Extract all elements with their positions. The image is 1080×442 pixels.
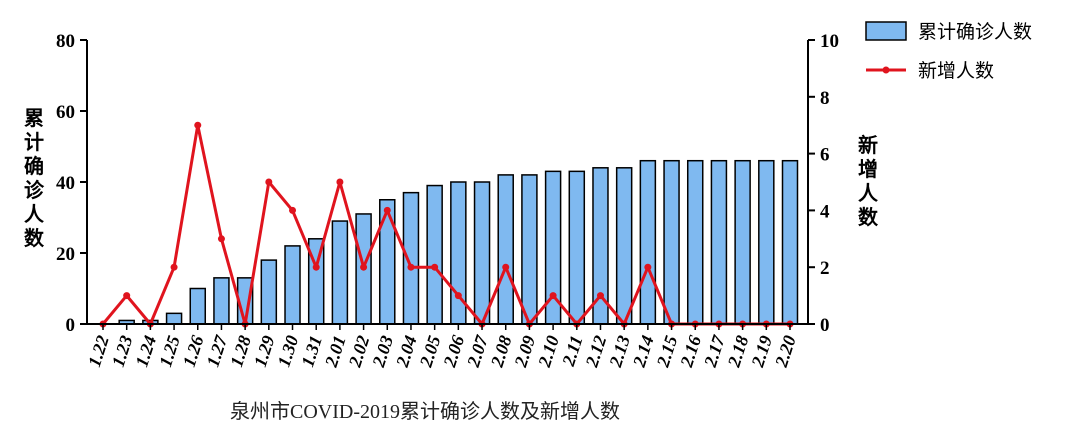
- point-1.26: [194, 121, 202, 129]
- point-1.30: [289, 206, 297, 214]
- bar-2.18: [734, 159, 751, 325]
- bar-2.08: [497, 174, 514, 325]
- legend-label-cumulative: 累计确诊人数: [918, 21, 1032, 43]
- bar-2.17: [710, 159, 728, 325]
- bar-2.01: [331, 220, 349, 325]
- x-tick-label: 2.10: [534, 333, 563, 370]
- point-1.29: [265, 178, 273, 186]
- point-1.23: [123, 292, 131, 300]
- bar-2.03: [379, 199, 396, 325]
- legend-bar-swatch: [865, 21, 907, 41]
- point-2.03: [383, 206, 391, 214]
- x-tick-label: 2.18: [723, 333, 752, 370]
- y-left-label-char: 数: [24, 226, 45, 250]
- bar-2.14: [639, 159, 657, 325]
- point-2.06: [454, 292, 462, 300]
- x-tick-label: 2.07: [463, 332, 492, 370]
- x-tick-label: 2.02: [344, 333, 373, 370]
- bar-2.15: [663, 159, 680, 325]
- x-tick-label: 2.04: [392, 333, 421, 370]
- x-tick-label: 2.17: [700, 332, 729, 370]
- y-left-tick-label: 80: [56, 31, 75, 52]
- y-left-tick-label: 0: [66, 315, 76, 336]
- point-1.27: [217, 235, 225, 243]
- chart-caption: 泉州市COVID-2019累计确诊人数及新增人数: [230, 400, 620, 423]
- point-2.01: [336, 178, 344, 186]
- y-right-tick-label: 10: [820, 31, 839, 52]
- y-right-label-char: 数: [858, 205, 879, 229]
- point-2.10: [549, 292, 557, 300]
- legend: 累计确诊人数 新增人数: [865, 21, 1032, 82]
- point-1.31: [312, 263, 320, 271]
- bar-1.29: [260, 259, 278, 325]
- point-2.05: [431, 263, 439, 271]
- x-tick-label: 2.14: [629, 333, 658, 370]
- y-left-label-char: 累: [24, 107, 44, 130]
- y-right-label-char: 人: [858, 182, 879, 205]
- point-2.04: [407, 263, 415, 271]
- x-tick-label: 2.01: [321, 333, 350, 370]
- legend-label-new: 新增人数: [918, 60, 994, 82]
- x-tick-label: 2.19: [747, 333, 776, 370]
- x-tick-label: 2.03: [368, 333, 397, 370]
- x-tick-label: 2.08: [486, 333, 515, 370]
- y-left-tick-label: 40: [56, 173, 75, 194]
- x-tick-label: 2.05: [415, 333, 444, 370]
- bar-2.20: [781, 159, 799, 325]
- bar-2.13: [615, 167, 633, 325]
- y-left-tick-label: 60: [56, 102, 75, 123]
- x-tick-label: 2.15: [652, 333, 681, 370]
- x-tick-label: 2.13: [605, 333, 634, 370]
- y-right-label-char: 新: [858, 133, 878, 157]
- y-right-tick-label: 2: [820, 258, 830, 279]
- bar-1.26: [189, 287, 207, 325]
- x-tick-label: 2.06: [439, 333, 468, 370]
- bar-2.11: [568, 170, 586, 325]
- y-right-tick-label: 4: [820, 201, 830, 222]
- x-tick-label: 2.20: [771, 333, 800, 370]
- bar-2.19: [758, 159, 775, 325]
- point-2.02: [360, 263, 368, 271]
- y-right-tick-label: 6: [820, 145, 830, 166]
- bar-2.05: [426, 184, 443, 325]
- bar-1.25: [165, 312, 183, 325]
- bar-2.16: [686, 159, 704, 325]
- y-right-tick-label: 0: [820, 315, 830, 336]
- y-left-label-char: 人: [24, 203, 45, 226]
- x-tick-label: 2.16: [676, 333, 705, 370]
- point-2.08: [502, 263, 510, 271]
- y-left-tick-label: 20: [56, 244, 75, 265]
- y-right-tick-label: 8: [820, 88, 830, 109]
- bar-1.27: [213, 277, 230, 325]
- bar-2.07: [473, 181, 491, 325]
- point-1.25: [170, 263, 178, 271]
- y-left-label-char: 计: [24, 131, 44, 154]
- y-left-label-char: 诊: [24, 178, 45, 202]
- y-right-label-char: 增: [858, 157, 878, 181]
- x-tick-label: 2.12: [581, 333, 610, 370]
- point-2.14: [644, 263, 652, 271]
- bar-2.09: [521, 174, 538, 325]
- y-left-label-char: 确: [24, 154, 44, 178]
- bar-1.30: [284, 245, 301, 325]
- legend-line-marker: [882, 66, 890, 74]
- point-2.12: [596, 292, 604, 300]
- new-cases-line: [101, 123, 790, 326]
- x-tick-label: 2.09: [510, 333, 539, 370]
